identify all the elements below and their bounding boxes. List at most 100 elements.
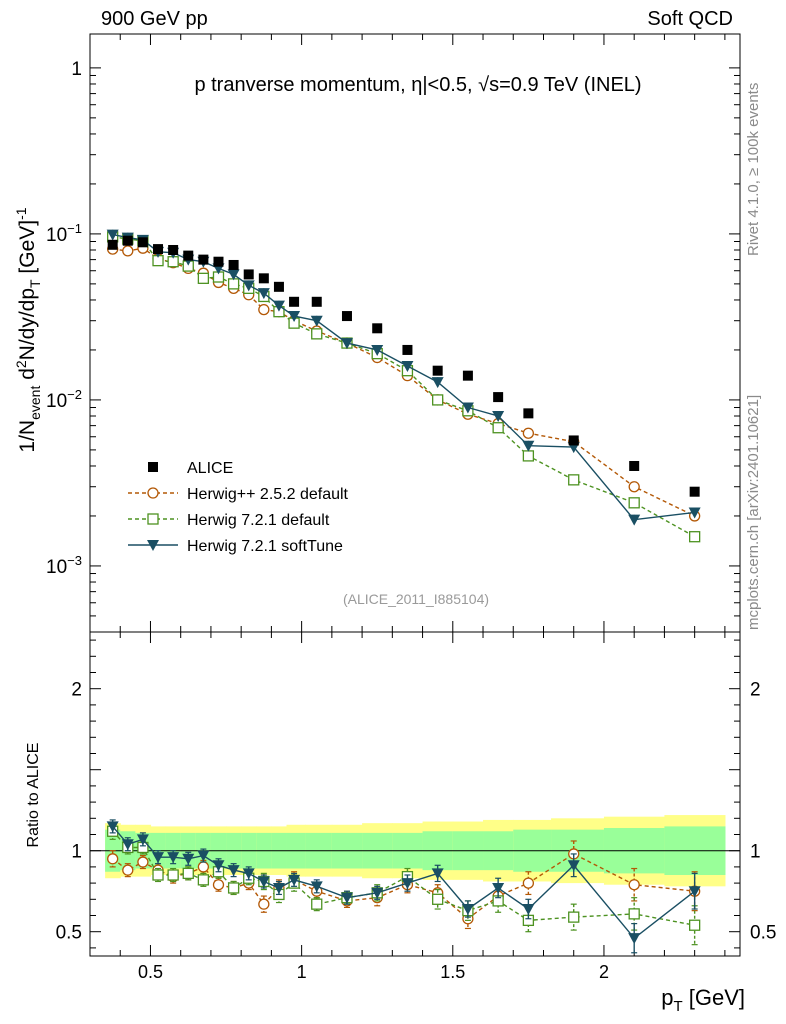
legend: ALICE Herwig++ 2.5.2 default Herwig 7.2.1 … [128, 460, 349, 555]
ratio-y-tick-label-right: 2 [750, 680, 761, 701]
series-1-ratio-point [122, 864, 134, 876]
series-3-main-point [340, 338, 353, 350]
series-2-main-point [197, 272, 210, 284]
series-1-main-point [522, 427, 535, 439]
header-right-label: Soft QCD [647, 8, 733, 30]
series-2-ratio-point [152, 869, 164, 881]
data-series [106, 229, 701, 954]
series-3-main-point [257, 288, 270, 300]
series-2-main-point [689, 531, 701, 543]
series-2-ratio-point [167, 869, 179, 881]
series-3-ratio-point [136, 834, 149, 846]
series-3-ratio-point [167, 852, 180, 864]
series-3-main-point [310, 315, 323, 327]
series-3-ratio-point [522, 904, 535, 916]
legend-label: Herwig++ 2.5.2 default [187, 486, 349, 503]
alice-data-point [289, 296, 300, 307]
series-2-ratio-point [568, 911, 580, 923]
y-tick-label: 10−3 [46, 553, 82, 578]
series-2-ratio-point [197, 874, 210, 886]
series-2-ratio-point [227, 882, 240, 894]
x-tick-label: 2 [599, 962, 609, 982]
alice-data-point [198, 254, 209, 265]
ratio-y-tick-label-right: 1 [750, 842, 761, 863]
header-left-label: 900 GeV pp [101, 8, 208, 30]
series-1-ratio-point [107, 853, 119, 865]
legend-marker [147, 540, 159, 551]
legend-label: Herwig 7.2.1 softTune [187, 538, 343, 555]
series-3-main-point [272, 300, 285, 312]
ratio-plot-frame [89, 631, 741, 957]
series-1-main-point [628, 481, 640, 493]
series-2-main-point [522, 450, 535, 462]
series-3-main-point [371, 344, 384, 356]
plot-frames [89, 33, 741, 957]
alice-data-point [137, 237, 148, 248]
alice-data-point [341, 311, 352, 322]
series-3-main-point [227, 269, 240, 281]
x-tick-label: 0.5 [138, 962, 163, 982]
y-tick-label: 10−1 [46, 221, 82, 246]
series-3-main-point [242, 280, 255, 292]
series-3-ratio-point [567, 860, 580, 872]
alice-data-point [523, 408, 534, 419]
series-3-ratio-point [212, 860, 225, 872]
legend-label: ALICE [187, 460, 233, 477]
x-axis-label: pT [GeV] [661, 985, 745, 1015]
series-3-main-point [106, 229, 119, 241]
series-3-ratio-point [431, 868, 444, 880]
series-2-main-point [492, 422, 504, 434]
x-tick-label: 1.5 [440, 962, 465, 982]
series-3-ratio-point [257, 876, 270, 888]
series-1-ratio-point [137, 856, 149, 868]
series-3-ratio-point [121, 839, 134, 851]
series-3-ratio-point [227, 865, 240, 877]
alice-data-point [228, 259, 239, 270]
legend-marker [148, 462, 158, 472]
alice-data-point [243, 269, 254, 280]
series-3-ratio-point [106, 821, 119, 833]
series-3-ratio-point [182, 853, 195, 865]
alice-data-point [568, 435, 579, 446]
axis-ticks [89, 34, 740, 956]
legend-marker [147, 513, 159, 525]
series-3-ratio-point [152, 852, 165, 864]
series-3-main-point [401, 361, 414, 373]
alice-data-point [213, 256, 224, 267]
series-3-main-point [461, 402, 474, 414]
series-2-main-point [568, 474, 580, 486]
series-3-ratio-point [310, 881, 323, 893]
ratio-y-tick-label-left: 2 [71, 680, 82, 701]
x-tick-label: 1 [297, 962, 307, 982]
alice-data-point [311, 296, 322, 307]
tick-labels: 0.5 1 1.5 2 1 10−1 10−2 10−3 2 2 1 1 0.5 0.5 [46, 59, 776, 982]
series-1-ratio-point [197, 861, 210, 873]
alice-data-point [183, 250, 194, 261]
series-1-main-point [122, 245, 134, 257]
series-1-ratio-point [522, 877, 535, 889]
y-axis-label-ratio: Ratio to ALICE [25, 743, 42, 848]
y-tick-label: 1 [71, 59, 82, 80]
series-3-ratio-point [197, 850, 210, 862]
alice-data-point [432, 365, 443, 376]
series-3-main-point [288, 311, 301, 323]
alice-data-point [689, 486, 700, 497]
alice-data-point [258, 273, 269, 284]
legend-label: Herwig 7.2.1 default [187, 512, 330, 529]
alice-data-point [402, 344, 413, 355]
series-3-ratio-point [492, 882, 505, 894]
series-2-main-point [311, 328, 323, 340]
ratio-y-tick-label-left: 1 [71, 842, 82, 863]
series-3-main-point [492, 411, 505, 423]
series-1-ratio-point [258, 898, 270, 910]
series-2-ratio-point [311, 898, 323, 910]
legend-marker [147, 487, 159, 499]
series-3-ratio-point [401, 878, 414, 890]
series-2-ratio-line [112, 830, 695, 926]
alice-data-point [273, 281, 284, 292]
alice-data-point [168, 244, 179, 255]
series-1-ratio-point [212, 879, 225, 891]
analysis-tag: (ALICE_2011_I885104) [343, 591, 489, 607]
alice-data-point [493, 392, 504, 403]
